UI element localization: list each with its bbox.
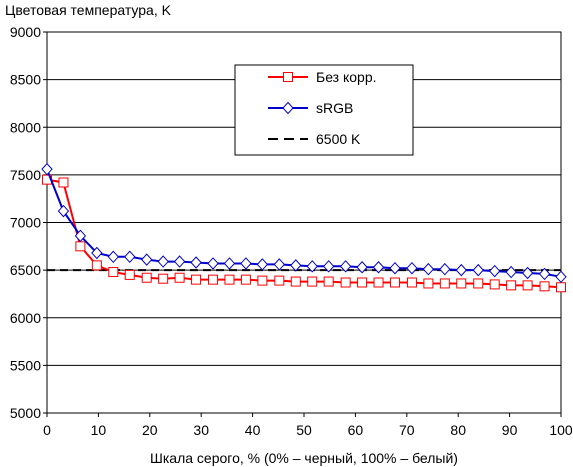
data-point-0-25 bbox=[456, 278, 467, 289]
data-point-1-20 bbox=[372, 261, 385, 274]
data-point-0-24 bbox=[439, 278, 450, 289]
y-tick-label: 7000 bbox=[10, 215, 41, 231]
series-0 bbox=[42, 174, 566, 293]
data-point-0-8 bbox=[174, 272, 185, 283]
x-axis-label: Шкала серого, % (0% – черный, 100% – бел… bbox=[150, 450, 458, 466]
data-point-1-15 bbox=[290, 259, 302, 272]
x-tick-label: 40 bbox=[245, 422, 261, 438]
y-tick-label: 9000 bbox=[10, 24, 41, 40]
y-tick-label: 5500 bbox=[10, 357, 41, 373]
data-point-1-10 bbox=[207, 257, 219, 270]
data-point-0-1 bbox=[58, 177, 69, 188]
data-point-1-3 bbox=[91, 246, 103, 260]
legend: Без корр. sRGB 6500 K bbox=[234, 64, 414, 156]
data-point-1-30 bbox=[538, 267, 551, 281]
data-point-0-10 bbox=[208, 274, 219, 285]
data-point-1-18 bbox=[339, 260, 352, 273]
data-point-0-31 bbox=[556, 282, 566, 293]
series-1 bbox=[41, 162, 567, 284]
y-tick-label: 7500 bbox=[10, 167, 41, 183]
data-point-0-15 bbox=[290, 276, 301, 287]
data-point-1-31 bbox=[555, 270, 567, 284]
data-point-0-26 bbox=[473, 278, 484, 289]
data-point-0-27 bbox=[489, 279, 500, 290]
data-point-0-19 bbox=[357, 277, 368, 288]
data-point-0-5 bbox=[124, 269, 135, 280]
data-point-0-12 bbox=[240, 274, 251, 285]
data-point-1-1 bbox=[57, 204, 70, 218]
data-point-0-29 bbox=[522, 280, 533, 291]
data-point-1-11 bbox=[223, 257, 236, 270]
data-point-1-25 bbox=[455, 263, 467, 277]
data-point-0-11 bbox=[224, 274, 235, 285]
data-point-1-8 bbox=[173, 255, 186, 268]
x-axis-tick-labels: 0 10 20 30 40 50 60 70 80 90 100 bbox=[43, 422, 573, 438]
data-point-1-29 bbox=[521, 266, 534, 280]
data-point-1-7 bbox=[157, 255, 169, 268]
data-point-0-18 bbox=[340, 277, 351, 288]
legend-label: sRGB bbox=[316, 100, 353, 116]
data-point-0-7 bbox=[158, 273, 169, 284]
x-tick-label: 50 bbox=[296, 422, 312, 438]
legend-box bbox=[234, 64, 414, 156]
y-tick-label: 6500 bbox=[10, 262, 41, 278]
data-point-1-12 bbox=[240, 257, 252, 270]
data-point-1-22 bbox=[406, 261, 418, 275]
data-point-0-14 bbox=[274, 275, 285, 286]
x-tick-label: 90 bbox=[502, 422, 518, 438]
data-series bbox=[41, 162, 567, 293]
legend-label: 6500 K bbox=[316, 131, 361, 147]
y-tick-label: 5000 bbox=[10, 405, 41, 421]
data-point-0-30 bbox=[539, 281, 550, 292]
data-point-0-28 bbox=[506, 280, 517, 291]
x-tick-label: 10 bbox=[91, 422, 107, 438]
data-point-0-16 bbox=[307, 276, 318, 287]
x-tick-label: 30 bbox=[193, 422, 209, 438]
data-point-0-20 bbox=[373, 277, 384, 288]
x-tick-label: 100 bbox=[549, 422, 573, 438]
x-tick-label: 20 bbox=[142, 422, 158, 438]
data-point-1-9 bbox=[190, 256, 202, 269]
data-point-1-0 bbox=[41, 162, 53, 176]
y-axis-tick-labels: 5000 5500 6000 6500 7000 7500 8000 8500 9000 bbox=[10, 24, 41, 421]
x-tick-label: 70 bbox=[399, 422, 415, 438]
data-point-0-4 bbox=[108, 267, 119, 278]
data-point-0-23 bbox=[423, 278, 434, 289]
data-point-1-23 bbox=[422, 262, 435, 276]
data-point-0-22 bbox=[406, 277, 417, 288]
data-point-1-26 bbox=[472, 263, 484, 277]
data-point-1-19 bbox=[356, 261, 368, 274]
legend-marker-0 bbox=[283, 72, 293, 82]
data-point-0-9 bbox=[191, 274, 202, 285]
y-tick-label: 8500 bbox=[10, 72, 41, 88]
data-point-1-13 bbox=[256, 258, 269, 271]
chart-title: Цветовая температура, K bbox=[5, 2, 172, 18]
data-point-1-24 bbox=[439, 262, 451, 276]
data-point-1-4 bbox=[107, 250, 119, 264]
data-point-1-5 bbox=[124, 250, 136, 264]
x-tick-label: 60 bbox=[348, 422, 364, 438]
data-point-0-21 bbox=[389, 277, 400, 288]
data-point-1-17 bbox=[322, 260, 335, 273]
data-point-0-2 bbox=[75, 241, 86, 252]
y-tick-label: 8000 bbox=[10, 119, 41, 135]
y-tick-label: 6000 bbox=[10, 310, 41, 326]
data-point-1-27 bbox=[489, 264, 501, 278]
data-point-1-21 bbox=[389, 261, 401, 275]
data-point-1-6 bbox=[141, 253, 153, 266]
x-tick-label: 0 bbox=[43, 422, 51, 438]
data-point-1-16 bbox=[306, 260, 318, 273]
x-tick-label: 80 bbox=[450, 422, 466, 438]
legend-label: Без корр. bbox=[316, 69, 377, 85]
data-point-0-13 bbox=[257, 275, 268, 286]
data-point-1-2 bbox=[74, 229, 87, 243]
data-point-0-6 bbox=[141, 272, 152, 283]
data-point-0-17 bbox=[323, 276, 334, 287]
data-point-1-14 bbox=[273, 258, 286, 271]
data-point-1-28 bbox=[505, 265, 517, 279]
legend-marker-1 bbox=[282, 101, 294, 115]
data-point-0-3 bbox=[91, 260, 102, 271]
